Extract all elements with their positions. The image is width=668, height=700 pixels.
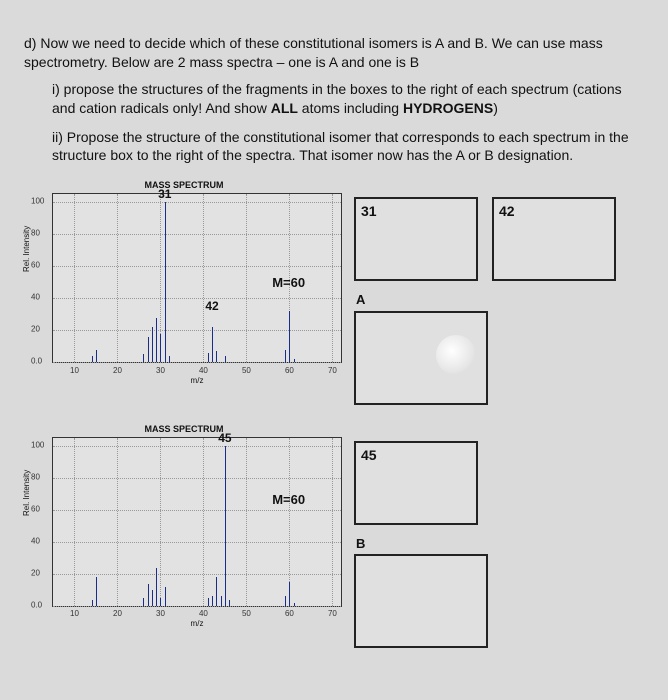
mass-peak xyxy=(148,584,149,606)
molecular-ion-label: M=60 xyxy=(272,274,305,292)
peak-label: 45 xyxy=(218,430,231,446)
structure-box-b-wrap: B xyxy=(354,535,488,649)
mass-peak xyxy=(294,603,295,606)
mass-peak xyxy=(156,318,157,363)
spectrum-block-b: MASS SPECTRUM 0.020406080100102030405060… xyxy=(24,423,644,649)
xtick: 60 xyxy=(285,609,294,620)
mass-peak xyxy=(216,577,217,606)
mass-peak xyxy=(156,568,157,606)
fragment-box-45: 45 xyxy=(354,441,478,525)
sub-i-cont: atoms including xyxy=(298,100,403,116)
mass-peak xyxy=(152,590,153,606)
ytick: 40 xyxy=(31,293,40,304)
glare-icon xyxy=(436,335,476,375)
ytick: 20 xyxy=(31,325,40,336)
xtick: 10 xyxy=(70,366,79,377)
spectrum-b-title: MASS SPECTRUM xyxy=(24,423,344,435)
structure-box-a-wrap: A xyxy=(354,291,616,405)
mass-peak xyxy=(289,582,290,606)
xtick: 10 xyxy=(70,609,79,620)
sub-questions: i) propose the structures of the fragmen… xyxy=(52,80,644,166)
ytick: 0.0 xyxy=(31,357,42,368)
question-part-d: d) Now we need to decide which of these … xyxy=(24,34,644,165)
sub-ii: ii) Propose the structure of the constit… xyxy=(52,128,644,166)
mass-peak xyxy=(225,356,226,362)
fragment-box-31: 31 xyxy=(354,197,478,281)
mass-peak xyxy=(92,600,93,606)
molecular-ion-label: M=60 xyxy=(272,491,305,509)
fragment-box-31-label: 31 xyxy=(361,202,377,221)
mass-peak xyxy=(148,337,149,363)
spectrum-a-title: MASS SPECTRUM xyxy=(24,179,344,191)
mass-peak xyxy=(212,327,213,362)
sub-i: i) propose the structures of the fragmen… xyxy=(52,80,644,118)
sub-i-all: ALL xyxy=(271,100,298,116)
xtick: 50 xyxy=(242,609,251,620)
mass-peak xyxy=(160,598,161,606)
mass-peak xyxy=(285,350,286,363)
mass-peak xyxy=(96,350,97,363)
xtick: 70 xyxy=(328,609,337,620)
spectrum-a-chart: 0.02040608010010203040506070m/z3142M=60 xyxy=(52,193,342,363)
sub-i-hydrogens: HYDROGENS xyxy=(403,100,493,116)
xtick: 30 xyxy=(156,366,165,377)
question-intro: d) Now we need to decide which of these … xyxy=(24,34,644,72)
ytick: 20 xyxy=(31,569,40,580)
mass-peak xyxy=(143,598,144,606)
mass-peak xyxy=(225,446,226,606)
mass-peak xyxy=(169,356,170,362)
xtick: 30 xyxy=(156,609,165,620)
xlabel: m/z xyxy=(191,376,204,387)
fragment-boxes-a: 31 42 xyxy=(354,197,616,281)
fragment-box-42-label: 42 xyxy=(499,202,515,221)
ytick: 0.0 xyxy=(31,601,42,612)
mass-peak xyxy=(96,577,97,606)
mass-peak xyxy=(143,354,144,362)
spectrum-block-a: MASS SPECTRUM 0.020406080100102030405060… xyxy=(24,179,644,405)
structure-box-a xyxy=(354,311,488,405)
mass-peak xyxy=(208,598,209,606)
mass-peak xyxy=(221,596,222,606)
mass-peak xyxy=(152,327,153,362)
mass-peak xyxy=(216,351,217,362)
peak-label: 42 xyxy=(205,298,218,314)
boxes-b: 45 B xyxy=(354,423,488,649)
fragment-box-45-label: 45 xyxy=(361,446,377,465)
spectrum-a-ylabel: Rel. Intensity xyxy=(22,226,33,272)
xtick: 20 xyxy=(113,366,122,377)
spectrum-b-chart: 0.02040608010010203040506070m/z45M=60 xyxy=(52,437,342,607)
ytick: 100 xyxy=(31,197,44,208)
xtick: 20 xyxy=(113,609,122,620)
xtick: 50 xyxy=(242,366,251,377)
mass-peak xyxy=(212,596,213,606)
spectrum-a-wrap: MASS SPECTRUM 0.020406080100102030405060… xyxy=(24,179,344,405)
structure-box-b xyxy=(354,554,488,648)
mass-peak xyxy=(92,356,93,362)
boxes-a: 31 42 A xyxy=(354,179,616,405)
ytick: 100 xyxy=(31,441,44,452)
mass-peak xyxy=(165,202,166,362)
mass-peak xyxy=(294,359,295,362)
spectrum-b-wrap: MASS SPECTRUM 0.020406080100102030405060… xyxy=(24,423,344,649)
ytick: 40 xyxy=(31,537,40,548)
structure-box-a-label: A xyxy=(356,291,616,309)
xtick: 60 xyxy=(285,366,294,377)
xtick: 70 xyxy=(328,366,337,377)
mass-peak xyxy=(229,600,230,606)
structure-box-b-label: B xyxy=(356,535,488,553)
spectrum-b-ylabel: Rel. Intensity xyxy=(22,469,33,515)
mass-peak xyxy=(285,596,286,606)
fragment-boxes-b: 45 xyxy=(354,441,488,525)
mass-peak xyxy=(160,334,161,363)
xlabel: m/z xyxy=(191,619,204,630)
mass-peak xyxy=(165,587,166,606)
mass-peak xyxy=(289,311,290,362)
sub-i-close: ) xyxy=(493,100,498,116)
mass-peak xyxy=(208,353,209,363)
fragment-box-42: 42 xyxy=(492,197,616,281)
peak-label: 31 xyxy=(158,186,171,202)
